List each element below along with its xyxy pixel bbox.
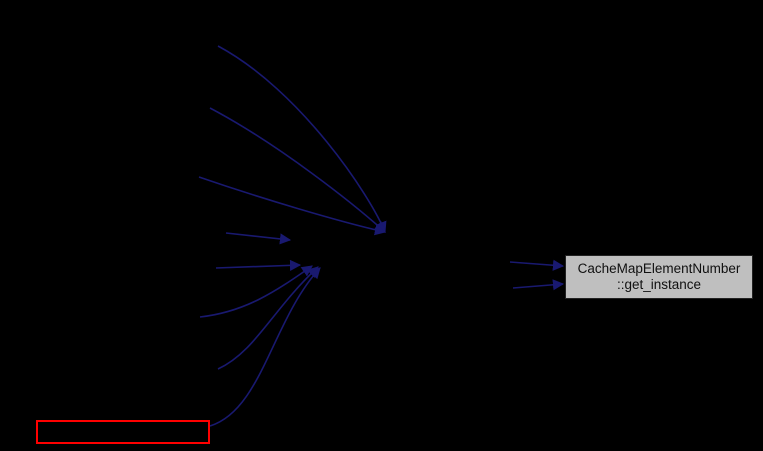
graph-edge [199, 265, 313, 318]
graph-edge [215, 259, 302, 271]
graph-edge [209, 267, 321, 427]
graph-edge [512, 279, 565, 291]
graph-edge [217, 45, 387, 234]
graph-edge [225, 232, 292, 245]
graph-node-focus-highlighted[interactable] [36, 420, 210, 444]
graph-node-cachemapelementnumber-get-instance[interactable]: CacheMapElementNumber ::get_instance [565, 255, 753, 299]
graph-edge [217, 266, 319, 370]
graph-edge [509, 259, 565, 271]
graph-edge [209, 107, 386, 233]
graph-edge [198, 176, 387, 236]
